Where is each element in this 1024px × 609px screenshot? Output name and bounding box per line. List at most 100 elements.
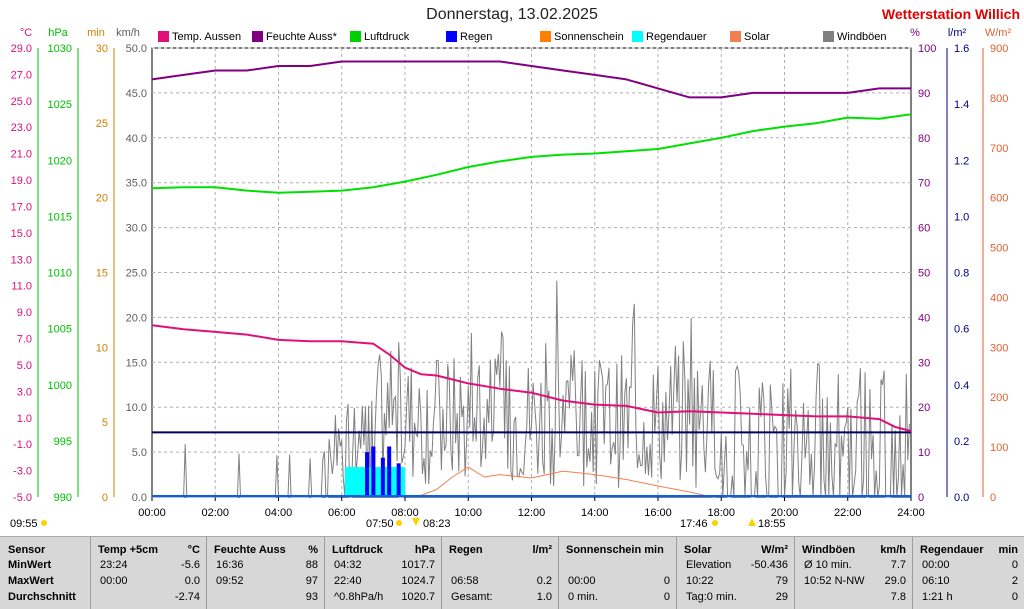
stats-cell-time: 00:00	[100, 575, 128, 587]
axis-temp-tick: 23.0	[11, 122, 32, 134]
legend-label: Windböen	[837, 31, 887, 43]
stats-col-regen: Regen l/m² 06:58 0.2 Gesamt: 1.0	[441, 537, 558, 609]
stats-cell-time: 06:58	[451, 575, 479, 587]
axis-temp-tick: -5.0	[13, 492, 32, 504]
axis-humidity-tick: 30	[918, 357, 930, 369]
axis-wind-tick: 40.0	[126, 133, 147, 145]
x-tick-label: 04:00	[265, 507, 293, 519]
stats-unit: °C	[187, 544, 200, 556]
x-tick-label: 14:00	[581, 507, 609, 519]
axis-temp-tick: -3.0	[13, 466, 32, 478]
x-tick-label: 12:00	[518, 507, 546, 519]
stats-cell-time: 10:52 N-NW	[804, 575, 865, 587]
legend-swatch	[158, 31, 169, 42]
stats-cell-value: 0	[663, 591, 670, 603]
stats-cell-value: 93	[305, 591, 318, 603]
axis-rain-tick: 0.8	[954, 268, 969, 280]
axis-minutes-tick: 10	[96, 342, 108, 354]
axis-temp-tick: 5.0	[17, 360, 32, 372]
x-tick-label: 22:00	[834, 507, 862, 519]
stats-separator	[676, 537, 677, 609]
stats-cell-time: 0 min.	[568, 591, 598, 603]
axis-rain-tick: 1.6	[954, 43, 969, 55]
x-tick-label: 08:00	[391, 507, 419, 519]
stats-cell-time: 16:36	[216, 559, 244, 571]
axis-wind-tick: 10.0	[126, 402, 147, 414]
axis-wind-tick: 20.0	[126, 312, 147, 324]
legend-label: Regendauer	[646, 31, 707, 43]
series-solar	[398, 466, 715, 498]
stats-cell-value: 1.0	[536, 591, 552, 603]
axis-humidity-tick: 0	[918, 492, 924, 504]
stats-header: Solar	[684, 544, 712, 556]
axis-wind-tick: 50.0	[126, 43, 147, 55]
legend-label: Regen	[460, 31, 493, 43]
stats-cell-value: 0	[1011, 559, 1018, 571]
axis-temp-tick: 11.0	[11, 281, 32, 293]
stats-cell-time: ^0.8hPa/h	[334, 591, 384, 603]
axis-temp-tick: 3.0	[17, 386, 32, 398]
axis-humidity-tick: 50	[918, 268, 930, 280]
stats-cell-time: 09:52	[216, 575, 244, 587]
axis-solar-tick: 900	[990, 43, 1008, 55]
stats-unit: W/m²	[761, 544, 788, 556]
x-tick-label: 24:00	[897, 507, 925, 519]
stats-cell-value: 0.2	[536, 575, 552, 587]
stats-unit: hPa	[414, 544, 435, 556]
stats-cell-value: 88	[305, 559, 318, 571]
axis-temp-tick: 9.0	[17, 307, 32, 319]
unit-temp: °C	[20, 27, 32, 39]
unit-pressure: hPa	[48, 27, 68, 39]
stats-cell-value: 1024.7	[401, 575, 435, 587]
stats-cell-value: 7.7	[890, 559, 906, 571]
axis-pressure-tick: 1005	[48, 324, 72, 336]
stats-cell-time: 10:22	[686, 575, 714, 587]
stats-header: Sensor	[8, 544, 46, 556]
axis-solar-tick: 700	[990, 143, 1008, 155]
axis-pressure-tick: 1030	[48, 43, 72, 55]
axis-temp-tick: 29.0	[11, 43, 32, 55]
axis-pressure-tick: 1020	[48, 155, 72, 167]
stats-cell-time: 1:21 h	[922, 591, 953, 603]
stats-header: Feuchte Auss	[214, 544, 286, 556]
legend-swatch	[632, 31, 643, 42]
legend-item: Temp. Aussen	[158, 31, 241, 43]
stats-cell-time: 22:40	[334, 575, 362, 587]
moon-marker	[41, 520, 47, 526]
axis-temp-tick: 7.0	[17, 334, 32, 346]
legend-item: Regendauer	[632, 31, 707, 43]
stats-header: Temp +5cm	[98, 544, 159, 556]
event-sunrise: 07:50	[366, 518, 394, 530]
axis-temp-tick: 19.0	[11, 175, 32, 187]
axis-minutes-tick: 15	[96, 268, 108, 280]
sunrise-arrow	[412, 518, 420, 526]
axis-rain-tick: 0.6	[954, 324, 969, 336]
stats-cell-value: 0	[1011, 591, 1018, 603]
stats-row-label: Durchschnitt	[8, 591, 76, 603]
stats-cell-value: 0	[663, 575, 670, 587]
axis-pressure-tick: 995	[54, 436, 72, 448]
stats-col-sensor: Sensor MinWert MaxWert Durchschnitt	[0, 537, 90, 609]
series-luftdruck	[151, 113, 912, 194]
axis-solar-tick: 100	[990, 442, 1008, 454]
axis-humidity-tick: 20	[918, 402, 930, 414]
axis-solar-tick: 200	[990, 392, 1008, 404]
legend-label: Sonnenschein	[554, 31, 624, 43]
stats-unit: km/h	[880, 544, 906, 556]
stats-cell-time: Tag:0 min.	[686, 591, 737, 603]
legend-item: Regen	[446, 31, 492, 43]
axis-humidity-tick: 70	[918, 178, 930, 190]
rain-bar	[371, 446, 376, 497]
axis-rain-tick: 1.0	[954, 211, 969, 223]
legend-item: Sonnenschein	[540, 31, 624, 43]
x-tick-label: 02:00	[201, 507, 229, 519]
legend-label: Solar	[744, 31, 770, 43]
axis-temp-tick: 13.0	[11, 254, 32, 266]
stats-header: Regendauer	[920, 544, 984, 556]
x-tick-label: 10:00	[454, 507, 482, 519]
axis-humidity-tick: 10	[918, 447, 930, 459]
stats-cell-value: 2	[1011, 575, 1018, 587]
x-tick-label: 20:00	[771, 507, 799, 519]
stats-cell-time: 04:32	[334, 559, 362, 571]
axis-rain-tick: 0.4	[954, 380, 969, 392]
